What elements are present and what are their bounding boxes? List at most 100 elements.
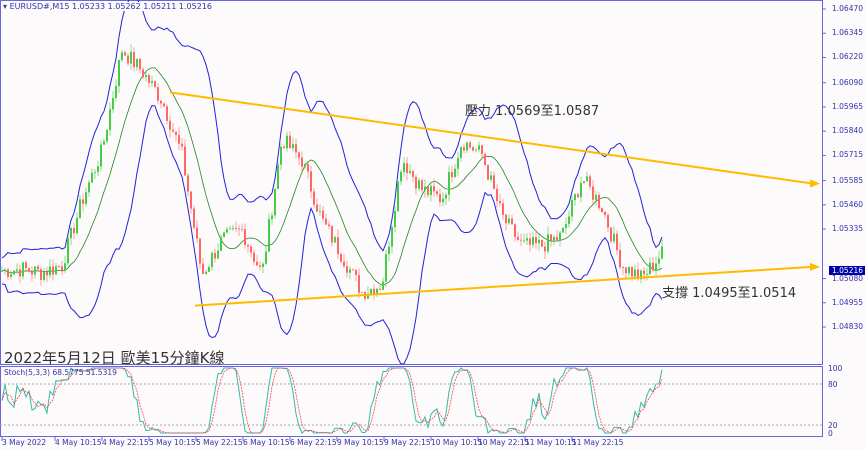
price-tick: 1.05080: [832, 273, 864, 283]
time-tick: 4 May 22:15: [102, 438, 149, 447]
candle-body: [121, 52, 123, 61]
candle-body: [199, 238, 201, 264]
candle-body: [325, 218, 327, 225]
candle-body: [316, 204, 318, 212]
candle-body: [235, 228, 237, 229]
candle-body: [508, 218, 510, 224]
candle-body: [64, 263, 66, 271]
candle-body: [124, 52, 126, 56]
candle-body: [127, 55, 129, 64]
candle-body: [172, 129, 174, 132]
candle-body: [622, 267, 624, 269]
candle-body: [415, 176, 417, 189]
candle-body: [481, 145, 483, 154]
candle-body: [457, 157, 459, 169]
candle-body: [292, 144, 294, 149]
candle-body: [118, 60, 120, 87]
candle-body: [88, 182, 90, 193]
candle-body: [112, 98, 114, 110]
candle-body: [274, 188, 276, 216]
time-tick: 3 May 2022: [2, 438, 47, 447]
candle-body: [370, 288, 372, 294]
candle-body: [217, 250, 219, 259]
candle-body: [421, 180, 423, 191]
candle-body: [442, 198, 444, 203]
candle-body: [427, 186, 429, 196]
candle-body: [367, 293, 369, 299]
candle-body: [499, 200, 501, 204]
candle-body: [394, 211, 396, 228]
candle-body: [553, 237, 555, 241]
candle-body: [373, 288, 375, 296]
candle-body: [85, 192, 87, 204]
candle-body: [52, 266, 54, 275]
candle-body: [613, 233, 615, 242]
candle-body: [40, 269, 42, 280]
candle-body: [562, 228, 564, 233]
candle-body: [109, 109, 111, 131]
candle-body: [358, 275, 360, 293]
candle-body: [526, 238, 528, 241]
candle-body: [277, 164, 279, 189]
candle-body: [574, 194, 576, 201]
candle-body: [145, 75, 147, 78]
ohlc-values: 1.05233 1.05262 1.05211 1.05216: [72, 2, 212, 11]
candle-body: [589, 176, 591, 187]
candle-body: [262, 263, 264, 267]
bollinger-upper: [1, 0, 663, 259]
candle-body: [334, 237, 336, 243]
candle-body: [658, 258, 660, 264]
candle-body: [169, 120, 171, 130]
candle-body: [43, 271, 45, 280]
candle-body: [541, 239, 543, 247]
candle-body: [625, 267, 627, 274]
candle-body: [46, 271, 48, 276]
price-tick: 1.06090: [832, 77, 864, 87]
candle-body: [385, 254, 387, 282]
candle-body: [25, 262, 27, 269]
candle-body: [253, 252, 255, 262]
candle-body: [166, 106, 168, 121]
candle-body: [577, 194, 579, 198]
candle-body: [250, 246, 252, 253]
candle-body: [379, 288, 381, 290]
candle-body: [568, 216, 570, 225]
candle-body: [70, 227, 72, 239]
candle-body: [133, 51, 135, 68]
price-tick: 1.05840: [832, 126, 864, 136]
price-tick: 1.04955: [832, 297, 864, 307]
candle-body: [307, 164, 309, 172]
candle-body: [160, 100, 162, 104]
candle-body: [148, 75, 150, 83]
candle-body: [289, 135, 291, 149]
candle-body: [310, 171, 312, 192]
candle-body: [502, 203, 504, 215]
candle-body: [550, 234, 552, 241]
candle-body: [142, 69, 144, 78]
current-price-tag: 1.05216: [829, 266, 865, 275]
candle-body: [13, 270, 15, 275]
candle-body: [313, 191, 315, 205]
candle-body: [298, 152, 300, 158]
candle-body: [637, 269, 639, 280]
symbol-label: EURUSD#,M15: [9, 2, 70, 11]
candle-body: [16, 269, 18, 271]
candle-body: [196, 227, 198, 239]
candle-body: [229, 228, 231, 230]
candle-body: [484, 153, 486, 166]
candle-body: [271, 215, 273, 220]
candle-body: [337, 237, 339, 255]
time-tick: 11 May 10:15: [525, 438, 577, 447]
candle-body: [520, 239, 522, 241]
candle-body: [136, 59, 138, 68]
candle-body: [559, 232, 561, 241]
price-tick: 1.05460: [832, 199, 864, 209]
candle-body: [430, 186, 432, 196]
candle-body: [82, 199, 84, 204]
candle-body: [631, 266, 633, 277]
candle-body: [178, 134, 180, 144]
candle-body: [403, 163, 405, 172]
candle-body: [493, 175, 495, 189]
candle-body: [76, 217, 78, 234]
